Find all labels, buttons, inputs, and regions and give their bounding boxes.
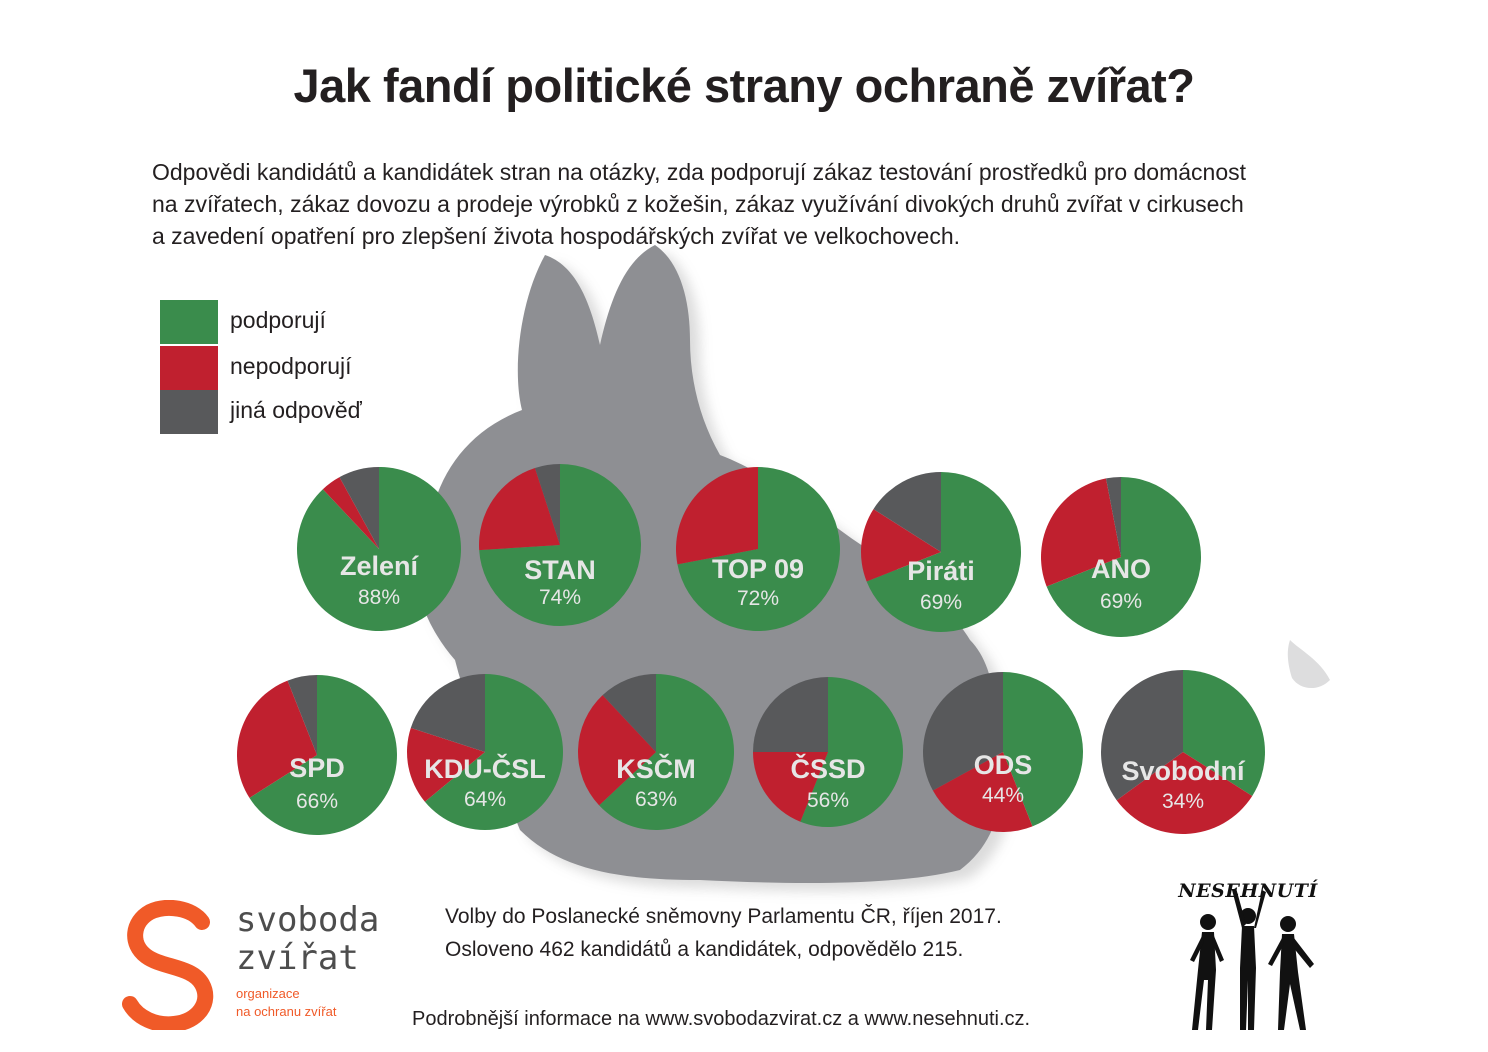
footer-note: Volby do Poslanecké sněmovny Parlamentu … xyxy=(445,900,1002,966)
nesehnuti-figures-icon xyxy=(1190,888,1314,1030)
pie-party-label: SPD xyxy=(289,753,345,783)
pie-percent-label: 74% xyxy=(539,586,581,609)
logo-sub-line1: organizace xyxy=(236,986,300,1001)
pie-slice-oppose xyxy=(1116,752,1253,834)
pie-slice-support xyxy=(599,674,735,830)
pie-party-label: Svobodní xyxy=(1122,756,1246,786)
pie-slice-other xyxy=(339,467,379,549)
pie-slice-oppose xyxy=(860,509,941,582)
rabbit-tail xyxy=(1287,640,1330,689)
pie-slice-other xyxy=(1100,669,1183,801)
pie-percent-label: 63% xyxy=(635,788,677,811)
pie-slice-oppose xyxy=(322,477,379,549)
pie-percent-label: 44% xyxy=(982,784,1024,807)
pie-slice-oppose xyxy=(478,467,560,551)
pie-slice-other xyxy=(753,677,828,752)
pie-slice-other xyxy=(923,672,1003,791)
legend-label-support: podporují xyxy=(230,307,326,333)
logo-sub-line2: na ochranu zvířat xyxy=(236,1004,337,1019)
pie-slice-other xyxy=(873,472,941,552)
legend-swatch-other xyxy=(160,390,218,434)
more-info-text: Podrobnější informace na www.svobodazvir… xyxy=(412,1008,1031,1030)
pie-percent-label: 88% xyxy=(358,586,400,609)
pie-slice-other xyxy=(602,674,656,752)
subtitle-line: a zavedení opatření pro zlepšení života … xyxy=(152,223,961,249)
pie-party-label: KSČM xyxy=(616,753,696,784)
footer-line2: Osloveno 462 kandidátů a kandidátek, odp… xyxy=(445,938,964,961)
pie-percent-label: 56% xyxy=(807,789,849,812)
pie-slice-support xyxy=(677,467,840,631)
subtitle-line: Odpovědi kandidátů a kandidátek stran na… xyxy=(152,159,1247,185)
pie-percent-label: 66% xyxy=(296,790,338,813)
subtitle: Odpovědi kandidátů a kandidátek stran na… xyxy=(152,156,1392,252)
pie-party-label: ANO xyxy=(1091,554,1151,584)
pie-party-label: KDU-ČSL xyxy=(424,753,546,784)
pie-percent-label: 69% xyxy=(920,591,962,614)
pie-slice-oppose xyxy=(675,467,758,565)
pie-slice-oppose xyxy=(932,752,1033,832)
pie-party-label: Zelení xyxy=(340,551,420,581)
pie-slice-support xyxy=(296,467,461,631)
pie-percent-label: 72% xyxy=(737,587,779,610)
nesehnuti-logo: NESEHNUTÍ xyxy=(1168,880,1328,1030)
legend-item-support: podporují xyxy=(160,300,440,344)
pie-slice-support xyxy=(249,675,397,835)
pie-slice-support xyxy=(866,472,1022,632)
pie-slice-support xyxy=(1183,670,1265,796)
pie-slice-oppose xyxy=(407,727,485,802)
pie-slice-support xyxy=(1003,672,1083,827)
pie-slice-other xyxy=(410,674,485,752)
legend-label-oppose: nepodporují xyxy=(230,353,352,379)
svoboda-zvirat-s-icon xyxy=(122,900,214,1030)
pie-party-label: ČSSD xyxy=(790,753,865,784)
logo-name-line2: zvířat xyxy=(236,938,359,978)
legend-swatch-oppose xyxy=(160,346,218,390)
subtitle-line: na zvířatech, zákaz dovozu a prodeje výr… xyxy=(152,191,1244,217)
pie-party-label: TOP 09 xyxy=(712,554,804,584)
pie-slice-other xyxy=(1106,477,1121,557)
pie-percent-label: 64% xyxy=(464,788,506,811)
pie-slice-support xyxy=(800,677,904,827)
pie-slice-other xyxy=(287,675,317,755)
pie-party-label: Piráti xyxy=(907,556,975,586)
pie-slice-oppose xyxy=(1041,478,1121,587)
pie-percent-label: 34% xyxy=(1162,790,1204,813)
legend-item-oppose: nepodporují xyxy=(160,346,440,390)
legend-swatch-support xyxy=(160,300,218,344)
pie-party-label: ODS xyxy=(974,750,1033,780)
pie-slice-oppose xyxy=(236,680,317,798)
page-title: Jak fandí politické strany ochraně zvířa… xyxy=(293,59,1195,112)
pie-slice-support xyxy=(1046,477,1202,637)
legend-item-other: jiná odpověď xyxy=(160,390,440,434)
logo-name-line1: svoboda xyxy=(236,900,380,940)
pie-slice-support xyxy=(424,674,563,830)
pie-party-label: STAN xyxy=(524,555,596,585)
pie-slice-support xyxy=(479,464,641,627)
pie-slice-oppose xyxy=(578,695,656,806)
nesehnuti-logo-text: NESEHNUTÍ xyxy=(1178,880,1318,902)
pie-slice-other xyxy=(534,464,560,545)
footer-line1: Volby do Poslanecké sněmovny Parlamentu … xyxy=(445,905,1002,928)
legend-label-other: jiná odpověď xyxy=(230,397,362,423)
pie-percent-label: 69% xyxy=(1100,590,1142,613)
pie-slice-oppose xyxy=(753,752,828,822)
svoboda-zvirat-logo: svoboda zvířat organizace na ochranu zví… xyxy=(122,900,402,1030)
